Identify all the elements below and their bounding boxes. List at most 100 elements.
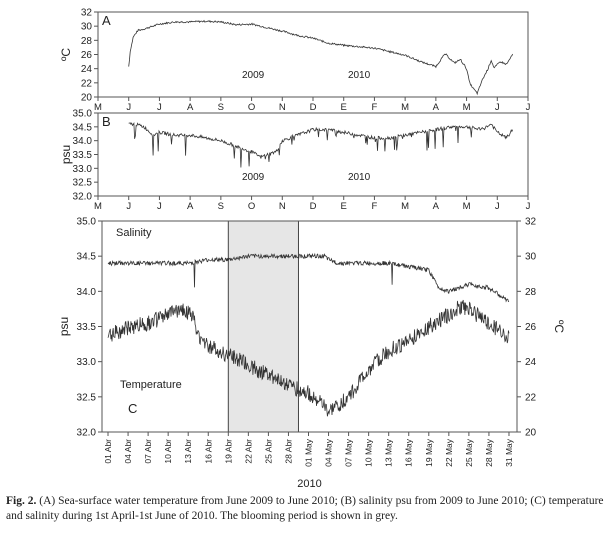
panel-c-x-tick-label: 01 Abr xyxy=(103,439,113,464)
panel-c-x-tick-label: 10 Abr xyxy=(163,439,173,464)
panel-a-x-tick-label: N xyxy=(279,102,286,113)
panel-b-x-tick-label: D xyxy=(310,201,317,212)
panel-b-x-tick-label: M xyxy=(463,201,471,212)
panel-c-x-tick-label: 28 Abr xyxy=(283,439,293,464)
panel-b-x-tick-label: J xyxy=(126,201,131,212)
panel-a-y-tick-label: 20 xyxy=(81,93,93,104)
panel-c-y-right-tick-label: 32 xyxy=(525,217,537,228)
panel-c-plot-frame xyxy=(101,220,518,433)
panel-b-y-tick-label: 33.5 xyxy=(73,150,93,161)
panel-b-x-tick-label: J xyxy=(495,201,500,212)
panel-a-x-tick-label: J xyxy=(126,102,131,113)
panel-b-y-tick-label: 34.5 xyxy=(73,122,93,133)
panel-a: 20 22 24 26 28 30 32 M J J A S O N D E F M A M J JºC A 2009 2010 xyxy=(59,8,531,114)
panel-c-x-tick-label: 22 May xyxy=(444,438,454,467)
panel-c-x-tick-label: 22 Abr xyxy=(243,439,253,464)
panel-a-y-tick-label: 32 xyxy=(81,8,93,19)
panel-c-y-tick-label: 35.0 xyxy=(77,217,97,228)
panel-b-x-tick-label: M xyxy=(94,201,102,212)
panel-b-series-line xyxy=(128,121,513,168)
panel-c-x-tick-label: 04 May xyxy=(324,438,334,467)
panel-c-x-tick-label: 19 May xyxy=(424,438,434,467)
panel-c-x-axis-label: 2010 xyxy=(297,478,321,490)
panel-c-x-tick-label: 19 Abr xyxy=(223,439,233,464)
panel-c-x-tick-label: 01 May xyxy=(303,438,313,467)
panel-b-x-tick-label: J xyxy=(526,201,531,212)
figure-caption: Fig. 2. (A) Sea-surface water temperatur… xyxy=(6,494,612,524)
panel-c-y-tick-label: 32.0 xyxy=(77,428,97,439)
panel-c-x-tick-label: 07 May xyxy=(344,438,354,467)
panel-a-y-tick-label: 24 xyxy=(81,64,93,75)
panel-a-y-tick-label: 26 xyxy=(81,50,93,61)
panel-c-x-tick-label: 07 Abr xyxy=(143,439,153,464)
panel-c-x-tick-label: 31 May xyxy=(504,438,514,467)
panel-c-x-tick-label: 04 Abr xyxy=(123,439,133,464)
panel-a-series-line xyxy=(128,19,513,96)
panel-c-x-tick-label: 25 May xyxy=(464,438,474,467)
panel-a-x-tick-label: J xyxy=(495,102,500,113)
caption-label: Fig. 2. xyxy=(6,495,37,507)
panel-b-x-tick-label: E xyxy=(341,201,347,212)
panel-a-y-tick-label: 30 xyxy=(81,22,93,33)
panel-a-x-tick-label: J xyxy=(157,102,162,113)
panel-a-annotation-2009: 2009 xyxy=(242,70,265,81)
panel-a-x-tick-label: J xyxy=(526,102,531,113)
panel-c-x-tick-label: 28 May xyxy=(484,438,494,467)
panel-a-x-tick-label: E xyxy=(341,102,347,113)
panel-c: 32.0 32.5 33.0 33.5 34.0 34.5 35.0 20 22 24 26 28 30… xyxy=(57,217,566,491)
panel-c-y-right-tick-label: 26 xyxy=(525,322,537,333)
panel-c-y-tick-label: 34.0 xyxy=(77,287,97,298)
panel-b-y-tick-label: 35.0 xyxy=(73,109,93,120)
panel-c-x-tick-label: 16 Abr xyxy=(203,439,213,464)
panel-c-x-tick-label: 13 May xyxy=(384,438,394,467)
panel-c-y-right-tick-label: 24 xyxy=(525,357,537,368)
panel-b-x-tick-label: F xyxy=(372,201,378,212)
panel-b-x-tick-label: A xyxy=(433,201,440,212)
panel-b-x-tick-label: S xyxy=(218,201,224,212)
panel-b-x-tick-label: O xyxy=(248,201,255,212)
panel-c-panel-label: C xyxy=(128,401,137,416)
panel-b-x-tick-label: A xyxy=(187,201,194,212)
panel-b-panel-label: B xyxy=(102,114,111,129)
panel-b-annotation-2009: 2009 xyxy=(242,172,265,183)
panel-b: 32.0 32.5 33.0 33.5 34.0 34.5 35.0 M J J A S O N D E F M A… xyxy=(59,109,531,213)
panel-a-x-tick-label: M xyxy=(401,102,409,113)
panel-a-y-tick-label: 22 xyxy=(81,78,93,89)
panel-c-y-tick-label: 32.5 xyxy=(77,392,97,403)
panel-c-y-tick-label: 33.5 xyxy=(77,322,97,333)
panel-a-x-tick-label: O xyxy=(248,102,255,113)
panel-b-y-tick-label: 32.0 xyxy=(73,192,93,203)
panel-b-x-tick-label: M xyxy=(401,201,409,212)
panel-c-temperature-line xyxy=(107,299,510,417)
panel-c-x-tick-label: 16 May xyxy=(404,438,414,467)
panel-c-y-right-tick-label: 22 xyxy=(525,392,537,403)
panel-c-x-tick-label: 13 Abr xyxy=(183,439,193,464)
panel-c-y-right-tick-label: 28 xyxy=(525,287,537,298)
panel-b-x-tick-label: N xyxy=(279,201,286,212)
panel-a-x-tick-label: M xyxy=(463,102,471,113)
panel-c-x-tick-label: 10 May xyxy=(364,438,374,467)
panel-c-y-tick-label: 34.5 xyxy=(77,252,97,263)
panel-a-y-axis-label: ºC xyxy=(59,48,73,61)
panel-c-y-right-tick-label: 20 xyxy=(525,428,537,439)
panel-a-x-tick-label: D xyxy=(310,102,317,113)
panel-b-plot-frame xyxy=(97,112,529,197)
panel-a-x-tick-label: F xyxy=(372,102,378,113)
panel-c-annotation-salinity: Salinity xyxy=(116,227,152,239)
panel-c-annotation-temperature: Temperature xyxy=(120,379,182,391)
panel-b-y-tick-label: 34.0 xyxy=(73,136,93,147)
panel-c-y-tick-label: 33.0 xyxy=(77,357,97,368)
panel-a-plot-frame xyxy=(97,11,529,98)
panel-b-y-axis-label: psu xyxy=(59,145,73,164)
panel-a-annotation-2010: 2010 xyxy=(348,70,371,81)
panel-b-x-tick-label: J xyxy=(157,201,162,212)
panel-c-salinity-line xyxy=(107,252,510,303)
panel-c-y-right-tick-label: 30 xyxy=(525,252,537,263)
panel-a-x-tick-label: A xyxy=(433,102,440,113)
panel-c-y-axis-label: psu xyxy=(57,317,71,336)
panel-a-y-tick-label: 28 xyxy=(81,36,93,47)
panel-a-x-tick-label: A xyxy=(187,102,194,113)
panel-c-y-right-axis-label: ºC xyxy=(552,320,566,333)
panel-b-annotation-2010: 2010 xyxy=(348,172,371,183)
